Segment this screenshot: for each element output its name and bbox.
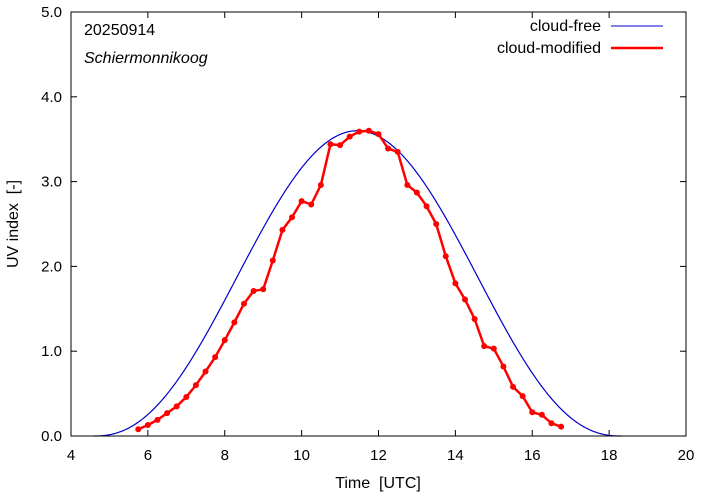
cloud-modified-point [394,148,401,155]
station-annotation: Schiermonnikoog [84,50,208,67]
cloud-modified-point [164,410,171,417]
y-tick-label: 1.0 [41,343,62,360]
cloud-modified-point [317,181,324,188]
x-tick-label: 14 [447,447,464,464]
cloud-modified-point [529,409,536,416]
cloud-modified-point [298,198,305,205]
legend-label-cloud-free: cloud-free [530,18,601,35]
cloud-modified-point [365,127,372,134]
cloud-modified-point [500,363,507,370]
cloud-modified-point [404,181,411,188]
x-tick-label: 6 [144,447,152,464]
y-axis-title: UV index [-] [5,180,22,268]
cloud-modified-point [413,189,420,196]
cloud-modified-point [337,142,344,149]
cloud-modified-point [250,287,257,294]
cloud-modified-point [423,203,430,210]
cloud-modified-point [327,141,334,148]
plot-frame [70,11,687,437]
y-tick-label: 0.0 [41,428,62,445]
x-tick-label: 10 [293,447,310,464]
x-tick-labels: 4 6 8 10 12 14 16 18 20 [67,447,695,464]
cloud-modified-point [231,319,238,326]
cloud-modified-point [192,382,199,389]
cloud-modified-point [538,411,545,418]
cloud-modified-point [519,393,526,400]
cloud-modified-point [471,315,478,322]
cloud-modified-point [279,226,286,233]
cloud-modified-point [144,421,151,428]
cloud-modified-point [308,201,315,208]
cloud-modified-point [385,145,392,152]
cloud-modified-point [452,280,459,287]
cloud-modified-point [490,345,497,352]
cloud-modified-point [356,128,363,135]
cloud-modified-point [289,214,296,221]
legend: cloud-free cloud-modified [497,18,663,57]
cloud-modified-point [221,337,228,344]
legend-label-cloud-modified: cloud-modified [497,40,601,57]
cloud-modified-point [481,343,488,350]
y-tick-label: 5.0 [41,4,62,21]
y-tick-label: 4.0 [41,89,62,106]
cloud-modified-point [510,383,517,390]
cloud-modified-point [260,286,267,293]
cloud-modified-point [269,257,276,264]
series-layer [94,127,621,437]
cloud-modified-point [433,221,440,227]
x-tick-label: 16 [524,447,541,464]
x-tick-label: 4 [67,447,75,464]
cloud-modified-point [212,354,219,361]
cloud-modified-point [375,131,382,138]
cloud-modified-point [558,423,565,430]
cloud-modified-point [461,296,468,303]
cloud-modified-point [202,368,209,375]
cloud-modified-point [183,393,190,400]
cloud-modified-point [135,426,142,433]
y-tick-label: 2.0 [41,258,62,275]
x-tick-label: 8 [221,447,229,464]
y-tick-label: 3.0 [41,174,62,191]
x-tick-label: 20 [678,447,695,464]
cloud-modified-point [442,253,449,260]
y-tick-labels: 0.0 1.0 2.0 3.0 4.0 5.0 [41,4,62,445]
date-annotation: 20250914 [84,22,155,39]
cloud-modified-point [240,300,247,307]
x-tick-label: 18 [601,447,618,464]
cloud-modified-point [346,133,353,140]
cloud-modified-point [173,403,180,410]
x-tick-label: 12 [370,447,387,464]
cloud-modified-point [548,420,555,427]
cloud-modified-point [154,416,161,423]
x-axis-title: Time [UTC] [335,475,421,492]
